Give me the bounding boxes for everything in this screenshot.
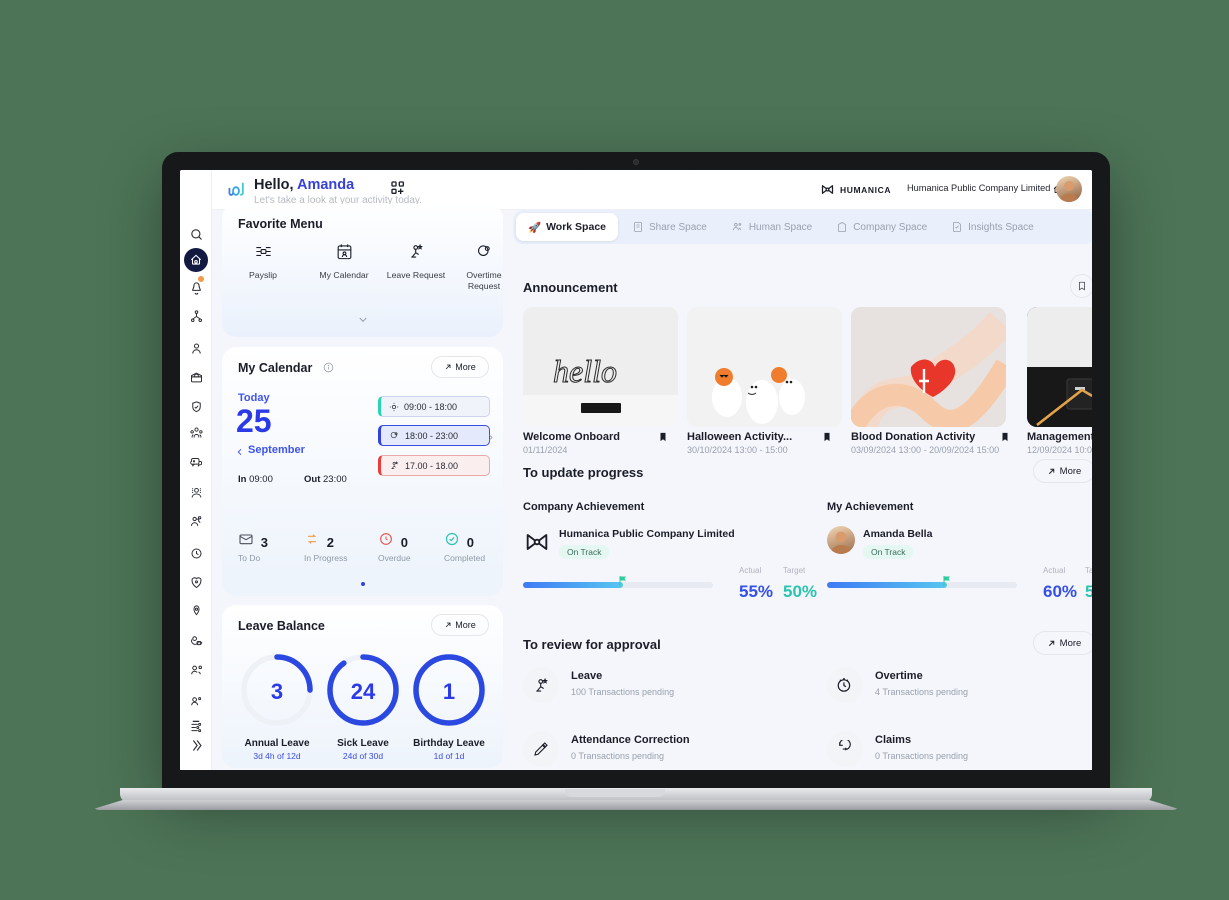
svg-text:hello: hello	[553, 353, 617, 389]
